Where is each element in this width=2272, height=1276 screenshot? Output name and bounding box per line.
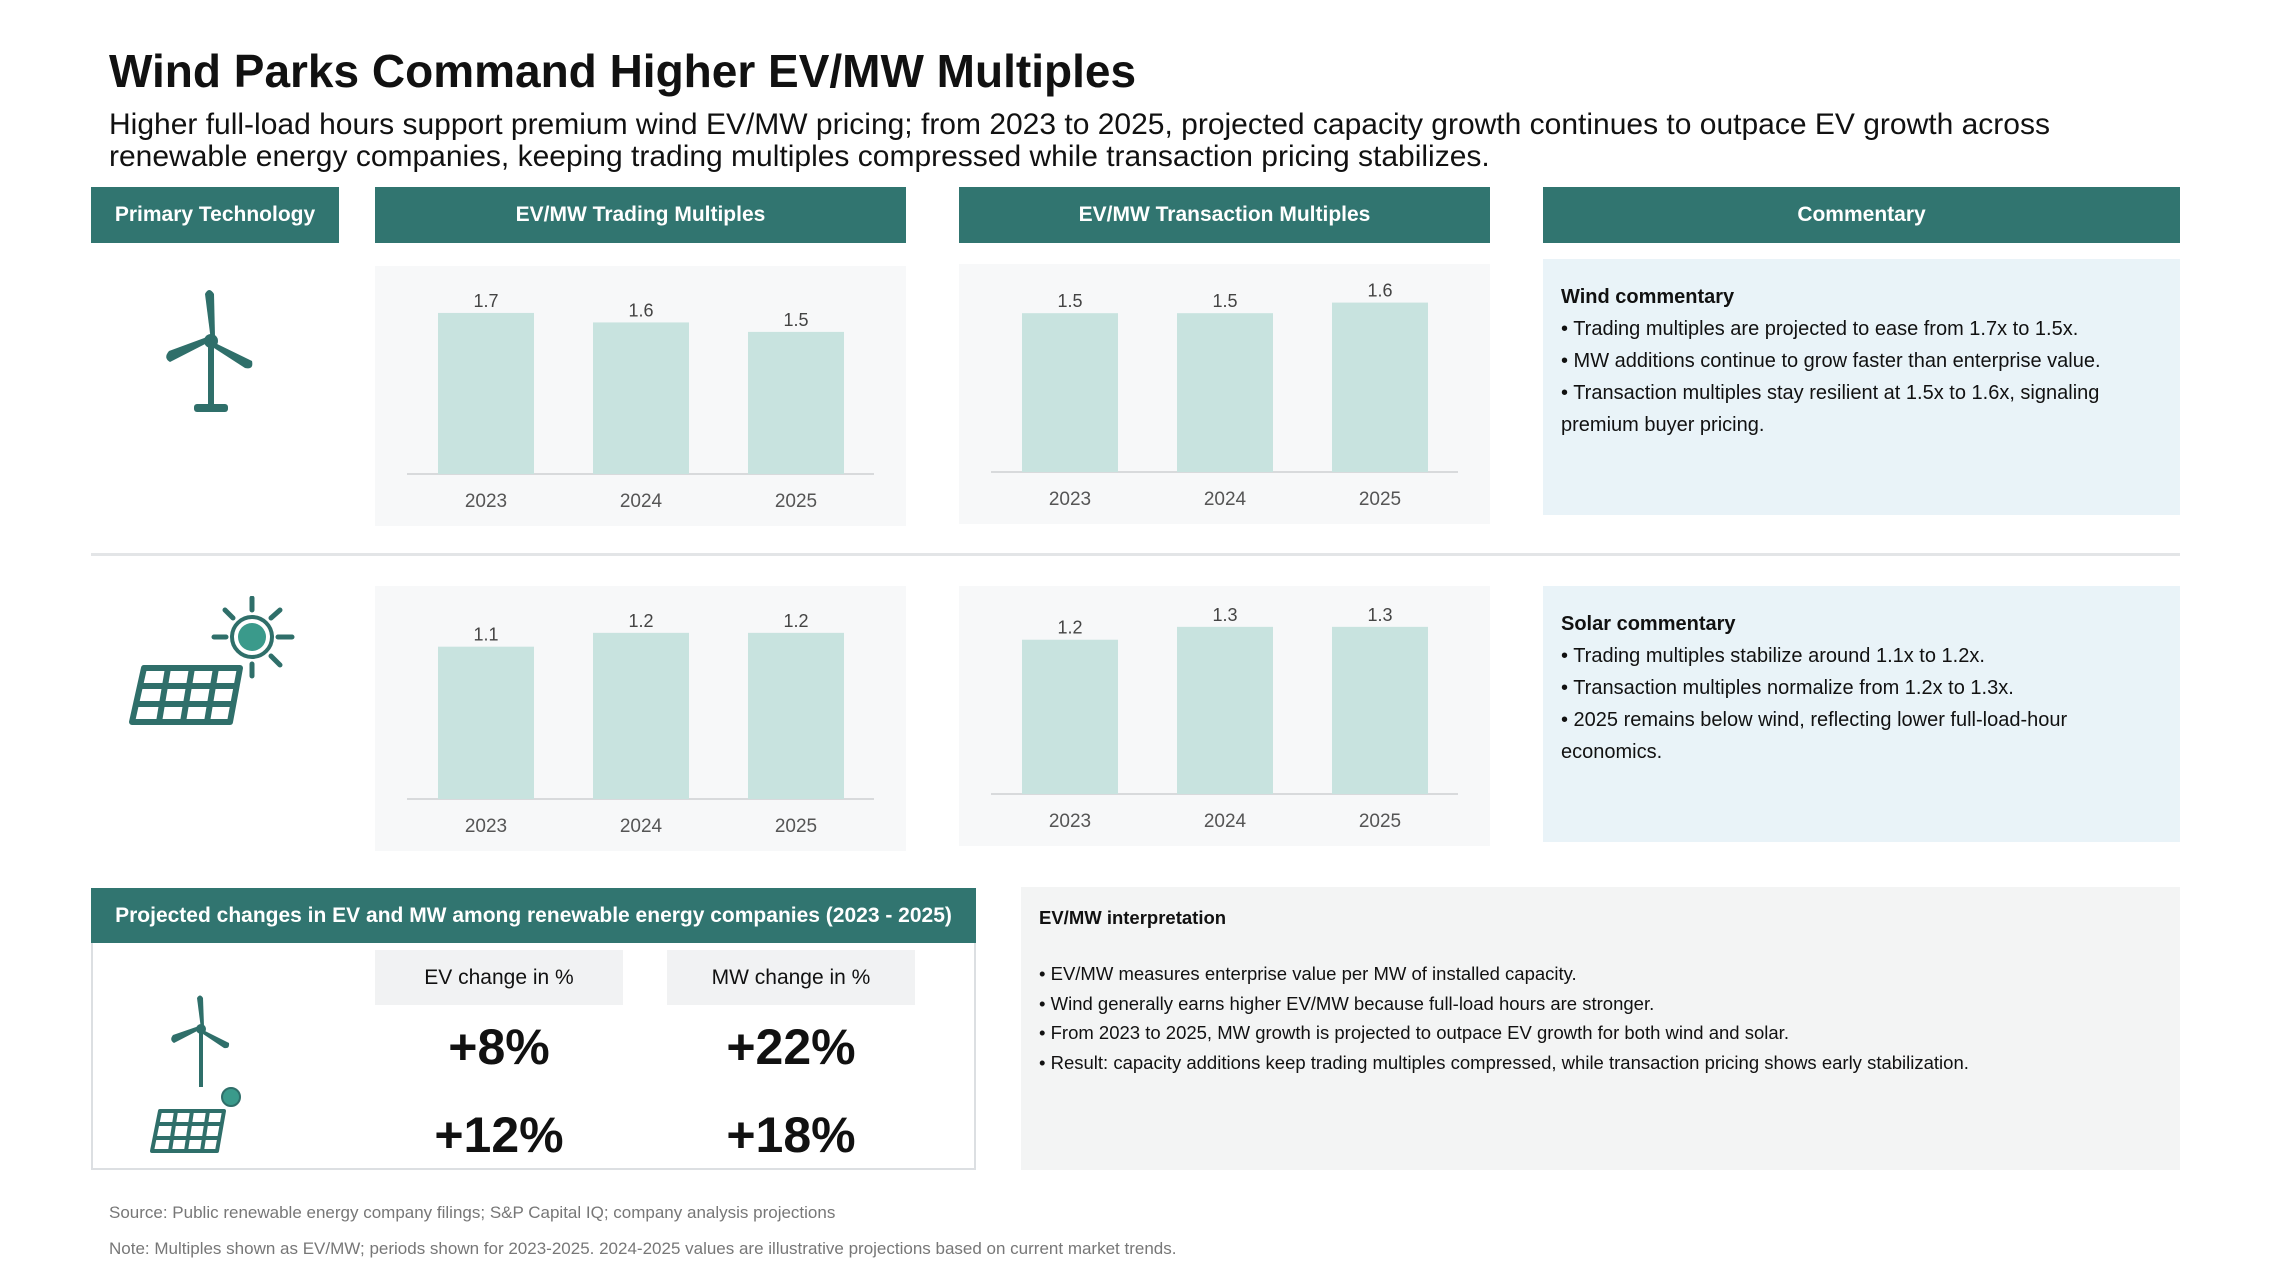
x-tick-label-2024: 2024 [620, 816, 663, 837]
projection-header: Projected changes in EV and MW among ren… [91, 888, 976, 943]
page-subtitle: Higher full-load hours support premium w… [109, 108, 2050, 173]
bar-2025 [1332, 626, 1428, 794]
bar-2023 [438, 312, 534, 474]
source-note: Source: Public renewable energy company … [109, 1203, 836, 1222]
footer-note: Note: Multiples shown as EV/MW; periods … [109, 1239, 1177, 1258]
bar-2025 [1332, 302, 1428, 472]
x-tick-label-2025: 2025 [1359, 811, 1401, 832]
x-tick-label-2025: 2025 [1359, 489, 1401, 510]
interpretation-box: EV/MW interpretation • EV/MW measures en… [1021, 887, 2180, 1170]
x-tick-label-2024: 2024 [620, 491, 663, 512]
bar-2024 [1177, 313, 1273, 472]
data-label-2025: 1.5 [783, 310, 808, 330]
solar-mw-change: +18% [726, 1107, 856, 1163]
wind-commentary-heading: Wind commentary [1561, 286, 1735, 308]
header-primary-technology: Primary Technology [91, 187, 339, 243]
bar-2024 [593, 632, 689, 799]
bar-2023 [1022, 639, 1118, 794]
data-label-2024: 1.6 [628, 300, 653, 320]
interpretation-heading: EV/MW interpretation [1039, 907, 1227, 928]
solar-commentary-box: Solar commentary • Trading multiples sta… [1543, 586, 2180, 842]
wind-commentary-box: Wind commentary • Trading multiples are … [1543, 259, 2180, 515]
x-tick-label-2025: 2025 [775, 491, 817, 512]
x-tick-label-2023: 2023 [1049, 489, 1091, 510]
data-label-2024: 1.2 [628, 611, 653, 631]
wind-commentary-bullet: • Transaction multiples stay resilient a… [1561, 382, 2100, 436]
header-commentary: Commentary [1543, 187, 2180, 243]
solar-trading-chart-svg: 1.1 2023 1.2 2024 1.2 2025 [407, 611, 874, 837]
bar-2024 [1177, 626, 1273, 794]
data-label-2024: 1.3 [1212, 605, 1237, 625]
interpretation-bullet: • Wind generally earns higher EV/MW beca… [1039, 992, 1655, 1014]
wind-trading-chart: 1.7 2023 1.6 2024 1.5 2025 [375, 266, 906, 526]
x-tick-label-2024: 2024 [1204, 811, 1247, 832]
x-tick-label-2023: 2023 [465, 491, 507, 512]
solar-panel-icon [146, 1083, 246, 1155]
x-tick-label-2023: 2023 [1049, 811, 1091, 832]
wind-commentary-bullet: • Trading multiples are projected to eas… [1561, 318, 2079, 340]
wind-turbine-icon [165, 993, 237, 1089]
data-label-2023: 1.5 [1057, 291, 1082, 311]
interpretation-bullet: • Result: capacity additions keep tradin… [1039, 1051, 1969, 1073]
bar-2023 [1022, 313, 1118, 472]
wind-trading-chart-svg: 1.7 2023 1.6 2024 1.5 2025 [407, 291, 874, 512]
interpretation-bullet: • From 2023 to 2025, MW growth is projec… [1039, 1022, 1789, 1043]
wind-ev-change: +8% [448, 1019, 550, 1075]
page-title: Wind Parks Command Higher EV/MW Multiple… [109, 45, 1137, 97]
solar-commentary-bullet: • Trading multiples stabilize around 1.1… [1561, 645, 1985, 667]
ev-change-label: EV change in % [375, 950, 623, 1005]
solar-ev-change: +12% [434, 1107, 564, 1163]
mw-change-label: MW change in % [667, 950, 915, 1005]
x-tick-label-2024: 2024 [1204, 489, 1247, 510]
data-label-2023: 1.1 [473, 625, 498, 645]
data-label-2023: 1.7 [473, 291, 498, 311]
wind-commentary-bullet: • MW additions continue to grow faster t… [1561, 350, 2101, 372]
solar-transaction-chart: 1.2 2023 1.3 2024 1.3 2025 [959, 586, 1490, 846]
bar-2023 [438, 646, 534, 799]
wind-turbine-icon [156, 286, 266, 416]
data-label-2025: 1.3 [1367, 605, 1392, 625]
x-tick-label-2023: 2023 [465, 816, 507, 837]
solar-transaction-chart-svg: 1.2 2023 1.3 2024 1.3 2025 [991, 605, 1458, 832]
header-trading-multiples: EV/MW Trading Multiples [375, 187, 906, 243]
data-label-2025: 1.2 [783, 611, 808, 631]
data-label-2025: 1.6 [1367, 281, 1392, 301]
bar-2024 [593, 322, 689, 474]
bar-2025 [748, 632, 844, 799]
data-label-2024: 1.5 [1212, 291, 1237, 311]
data-label-2023: 1.2 [1057, 618, 1082, 638]
interpretation-bullet: • EV/MW measures enterprise value per MW… [1039, 963, 1577, 984]
solar-panel-sun-icon [128, 595, 298, 726]
solar-commentary-bullet: • 2025 remains below wind, reflecting lo… [1561, 709, 2068, 763]
solar-trading-chart: 1.1 2023 1.2 2024 1.2 2025 [375, 586, 906, 851]
solar-commentary-bullet: • Transaction multiples normalize from 1… [1561, 677, 2014, 699]
bar-2025 [748, 331, 844, 474]
solar-commentary-heading: Solar commentary [1561, 613, 1736, 635]
row-divider [91, 553, 2180, 556]
wind-transaction-chart: 1.5 2023 1.5 2024 1.6 2025 [959, 264, 1490, 524]
wind-mw-change: +22% [726, 1019, 856, 1075]
header-transaction-multiples: EV/MW Transaction Multiples [959, 187, 1490, 243]
wind-transaction-chart-svg: 1.5 2023 1.5 2024 1.6 2025 [991, 281, 1458, 510]
x-tick-label-2025: 2025 [775, 816, 817, 837]
